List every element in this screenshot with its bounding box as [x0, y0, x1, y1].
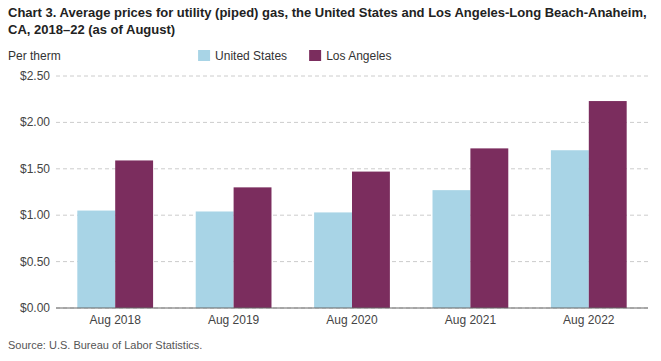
x-axis-line [56, 308, 648, 309]
legend-swatch [198, 50, 210, 61]
bar [433, 190, 471, 308]
grid-line [56, 122, 648, 123]
bar [196, 211, 234, 308]
bar [234, 187, 272, 308]
legend-swatch [309, 50, 321, 61]
legend: United States Los Angeles [198, 49, 391, 63]
y-tick-label: $0.00 [20, 301, 50, 315]
chart: Chart 3. Average prices for utility (pip… [0, 0, 661, 361]
bar [314, 212, 352, 308]
y-tick-label: $2.00 [20, 115, 50, 129]
x-tick-label: Aug 2020 [326, 313, 378, 327]
legend-label: Los Angeles [326, 49, 391, 63]
title-line: CA, 2018–22 (as of August) [8, 22, 175, 37]
y-tick-label: $0.50 [20, 255, 50, 269]
bar [352, 172, 390, 308]
y-tick-label: $1.00 [20, 208, 50, 222]
bar [115, 160, 153, 308]
bar [470, 148, 508, 308]
bar [77, 211, 115, 308]
x-tick-label: Aug 2018 [90, 313, 142, 327]
y-tick-label: $2.50 [20, 69, 50, 83]
grid-line [56, 308, 648, 309]
bar [589, 101, 627, 308]
x-tick-label: Aug 2022 [563, 313, 615, 327]
title: Chart 3. Average prices for utility (pip… [8, 5, 647, 37]
bars [77, 101, 626, 308]
y-axis-label: Per therm [8, 49, 61, 63]
legend-label: United States [215, 49, 287, 63]
grid-line [56, 76, 648, 77]
x-tick-label: Aug 2021 [445, 313, 497, 327]
source: Source: U.S. Bureau of Labor Statistics. [8, 339, 202, 351]
x-tick-label: Aug 2019 [208, 313, 260, 327]
background [0, 0, 661, 361]
bar [551, 150, 589, 308]
grid [56, 76, 648, 308]
title-line: Chart 3. Average prices for utility (pip… [8, 5, 647, 20]
y-tick-label: $1.50 [20, 162, 50, 176]
